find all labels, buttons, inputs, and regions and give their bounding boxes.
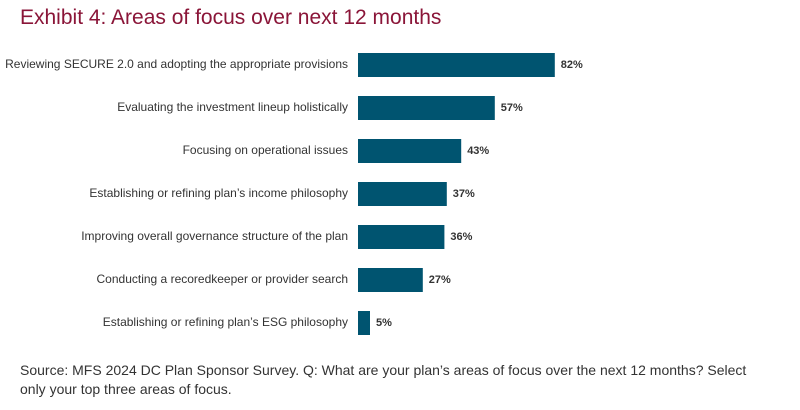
chart-title: Exhibit 4: Areas of focus over next 12 m…	[20, 6, 442, 29]
bar	[358, 311, 370, 335]
category-label: Establishing or refining plan’s ESG phil…	[103, 315, 348, 329]
bar	[358, 182, 447, 206]
category-label: Conducting a recoredkeeper or provider s…	[97, 272, 348, 286]
category-label: Evaluating the investment lineup holisti…	[117, 100, 348, 114]
value-label: 5%	[376, 317, 392, 329]
category-label: Improving overall governance structure o…	[81, 229, 348, 243]
source-note: Source: MFS 2024 DC Plan Sponsor Survey.…	[20, 362, 747, 397]
value-label: 36%	[450, 231, 472, 243]
category-label: Establishing or refining plan’s income p…	[89, 186, 348, 200]
bar	[358, 268, 423, 292]
value-label: 37%	[453, 188, 475, 200]
value-label: 27%	[429, 274, 451, 286]
value-label: 43%	[467, 145, 489, 157]
category-label: Reviewing SECURE 2.0 and adopting the ap…	[5, 57, 348, 71]
category-label: Focusing on operational issues	[183, 143, 348, 157]
value-label: 82%	[561, 59, 583, 71]
bar	[358, 225, 445, 249]
bar	[358, 53, 555, 77]
chart: Reviewing SECURE 2.0 and adopting the ap…	[5, 53, 583, 335]
bar	[358, 139, 462, 163]
bar	[358, 96, 495, 120]
value-label: 57%	[501, 102, 523, 114]
